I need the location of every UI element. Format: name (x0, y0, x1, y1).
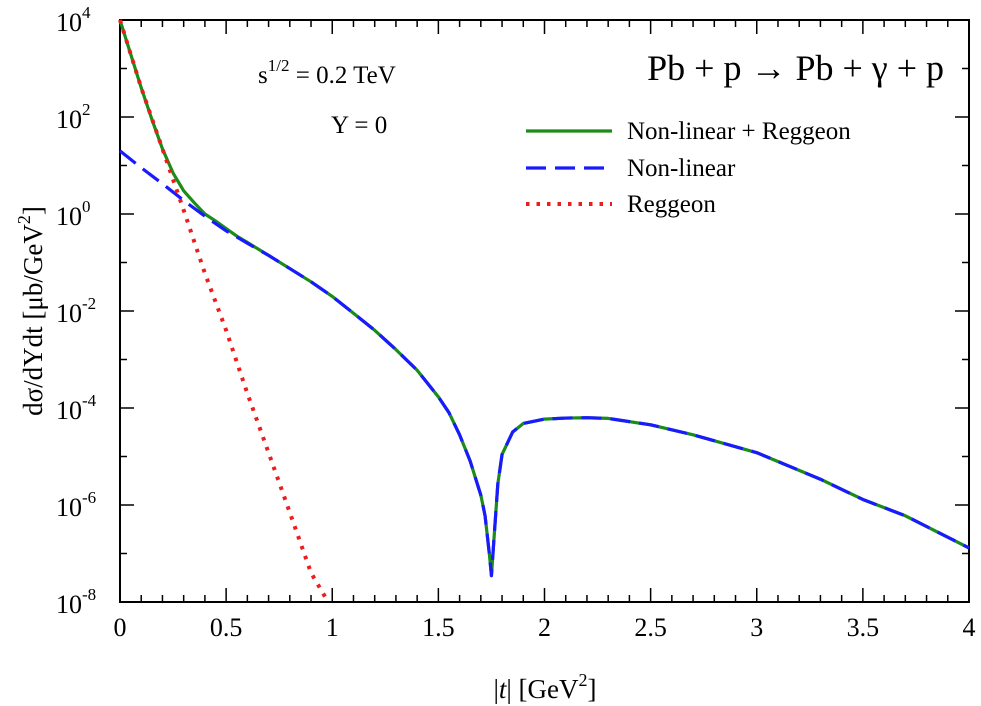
series-line (119, 149, 970, 578)
chart-title: Pb + p → Pb + γ + p (647, 48, 944, 88)
x-tick-label: 4 (963, 613, 976, 642)
legend-label: Non-linear (627, 155, 736, 182)
y-tick-label: 102 (56, 100, 91, 134)
y-tick-label: 10-2 (56, 294, 96, 328)
legend-label: Non-linear + Reggeon (627, 118, 851, 145)
x-tick-label: 2.5 (634, 613, 667, 642)
legend: Non-linear + Reggeon Non-linear Reggeon (526, 118, 851, 218)
y-tick-label: 10-6 (56, 488, 96, 522)
x-tick-labels: 0 0.5 1 1.5 2 2.5 3 3.5 4 (114, 613, 976, 642)
x-tick-label: 1.5 (422, 613, 455, 642)
series-line (118, 19, 328, 600)
energy-annotation: s1/2 = 0.2 TeV (258, 56, 396, 89)
x-tick-label: 3.5 (847, 613, 880, 642)
rapidity-annotation: Y = 0 (331, 112, 387, 139)
y-tick-label: 10-4 (56, 391, 97, 425)
plot-frame (119, 19, 970, 603)
series-layer (118, 19, 970, 600)
y-axis-label: dσ/dYdt [μb/GeV2] (14, 206, 48, 416)
x-tick-label: 0 (114, 613, 127, 642)
x-axis-label: |t| [GeV2] (493, 670, 596, 704)
y-tick-label: 104 (56, 3, 91, 37)
x-tick-label: 3 (750, 613, 763, 642)
x-tick-label: 2 (538, 613, 551, 642)
y-tick-label: 10-8 (56, 585, 96, 619)
legend-label: Reggeon (627, 191, 716, 218)
axis-ticks (119, 19, 970, 603)
x-tick-label: 0.5 (210, 613, 243, 642)
y-tick-labels: 104 102 100 10-2 10-4 10-6 10-8 (56, 3, 97, 619)
y-tick-label: 100 (56, 197, 91, 231)
x-tick-label: 1 (326, 613, 339, 642)
series-line (118, 19, 970, 578)
